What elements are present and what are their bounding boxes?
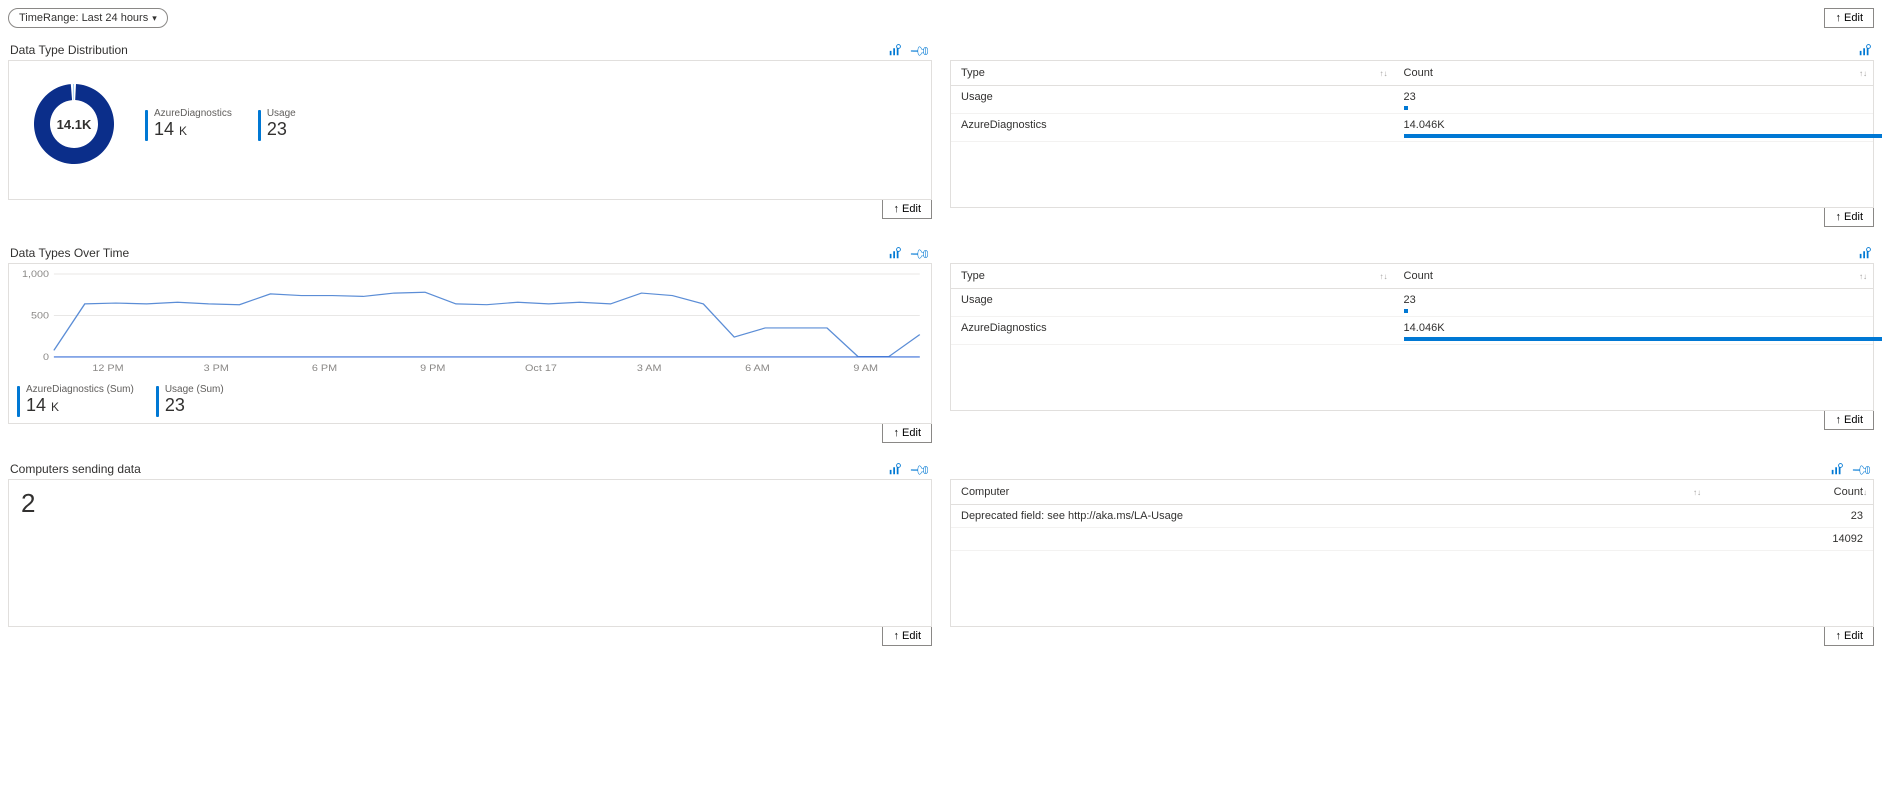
donut-chart: 14.1K (29, 79, 119, 169)
legend-item: AzureDiagnostics 14 K (145, 108, 232, 141)
svg-text:3 AM: 3 AM (637, 364, 662, 374)
column-header[interactable]: Type↑↓ (951, 61, 1394, 86)
log-analytics-icon[interactable] (888, 246, 902, 260)
edit-button[interactable]: ↑ Edit (882, 423, 932, 443)
computers-count: 2 (9, 480, 931, 527)
column-header[interactable]: Type↑↓ (951, 264, 1394, 289)
column-header[interactable]: Computer↑↓ (951, 480, 1707, 505)
table-row[interactable]: AzureDiagnostics14.046K (951, 114, 1873, 142)
svg-text:6 PM: 6 PM (312, 364, 337, 374)
log-analytics-icon[interactable] (1858, 246, 1872, 260)
edit-button[interactable]: ↑ Edit (1824, 410, 1874, 430)
computers-table: Computer↑↓Count↑↓Deprecated field: see h… (951, 479, 1873, 551)
legend-item: Usage (Sum)23 (156, 384, 224, 417)
edit-button[interactable]: ↑ Edit (882, 626, 932, 646)
svg-text:Oct 17: Oct 17 (525, 364, 557, 374)
edit-button[interactable]: ↑ Edit (1824, 626, 1874, 646)
svg-text:0: 0 (43, 353, 50, 363)
chevron-down-icon: ▾ (152, 13, 157, 24)
edit-button[interactable]: ↑ Edit (1824, 207, 1874, 227)
table-row[interactable]: Usage23 (951, 289, 1873, 317)
table-row[interactable]: Deprecated field: see http://aka.ms/LA-U… (951, 505, 1873, 528)
panel-computers-table: 📌︎ Computer↑↓Count↑↓Deprecated field: se… (950, 459, 1874, 656)
table-row[interactable]: 14092 (951, 528, 1873, 551)
column-header[interactable]: Count↑↓ (1707, 480, 1873, 505)
panel-distribution-table: Type↑↓Count↑↓Usage23AzureDiagnostics14.0… (950, 40, 1874, 237)
log-analytics-icon[interactable] (1830, 462, 1844, 476)
log-analytics-icon[interactable] (888, 462, 902, 476)
log-analytics-icon[interactable] (1858, 43, 1872, 57)
svg-text:1,000: 1,000 (22, 270, 50, 280)
edit-button-top[interactable]: ↑ Edit (1824, 8, 1874, 28)
log-analytics-icon[interactable] (888, 43, 902, 57)
legend-item: AzureDiagnostics (Sum)14 K (17, 384, 134, 417)
column-header[interactable]: Count↑↓ (1394, 61, 1873, 86)
donut-center-label: 14.1K (29, 79, 119, 169)
edit-button[interactable]: ↑ Edit (882, 199, 932, 219)
panel-time-table: Type↑↓Count↑↓Usage23AzureDiagnostics14.0… (950, 243, 1874, 453)
timerange-label: TimeRange: Last 24 hours (19, 12, 148, 24)
panel-computers: Computers sending data 📌︎ 2 ↑ Edit (8, 459, 932, 656)
panel-over-time: Data Types Over Time 📌︎ 05001,00012 PM3 … (8, 243, 932, 453)
timerange-filter[interactable]: TimeRange: Last 24 hours ▾ (8, 8, 168, 28)
panel-title: Data Types Over Time (10, 246, 129, 260)
data-type-table: Type↑↓Count↑↓Usage23AzureDiagnostics14.0… (951, 60, 1873, 142)
data-type-table: Type↑↓Count↑↓Usage23AzureDiagnostics14.0… (951, 263, 1873, 345)
panel-title: Data Type Distribution (10, 43, 128, 57)
svg-text:9 AM: 9 AM (853, 364, 878, 374)
svg-text:500: 500 (31, 311, 50, 321)
svg-text:9 PM: 9 PM (420, 364, 445, 374)
table-row[interactable]: Usage23 (951, 86, 1873, 114)
panel-title: Computers sending data (10, 462, 141, 476)
line-chart: 0 500 1,000 12 PM 3 PM 6 PM 9 PM Oct 17 3 AM 6 AM… (13, 270, 927, 375)
legend-item: Usage 23 (258, 108, 296, 141)
panel-distribution: Data Type Distribution 📌︎ 14.1K AzureDia… (8, 40, 932, 237)
svg-text:6 AM: 6 AM (745, 364, 770, 374)
svg-text:3 PM: 3 PM (204, 364, 229, 374)
table-row[interactable]: AzureDiagnostics14.046K (951, 317, 1873, 345)
column-header[interactable]: Count↑↓ (1394, 264, 1873, 289)
svg-text:12 PM: 12 PM (92, 364, 123, 374)
